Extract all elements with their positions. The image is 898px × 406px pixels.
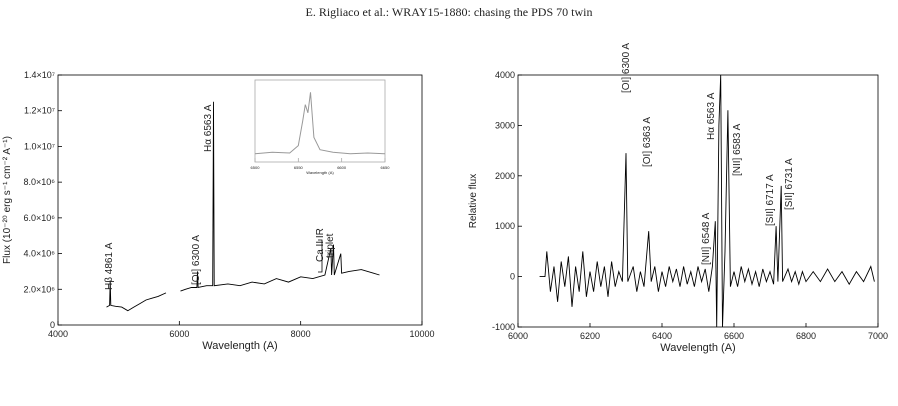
x-tick-label: 7000 [868,331,888,341]
line-annotation: Hα 6563 A [706,92,717,140]
x-tick-label: 6200 [580,331,600,341]
y-tick-label: 0 [50,320,55,330]
x-tick-label: 6400 [652,331,672,341]
line-annotation: [SII] 6717 A [765,174,776,226]
x-axis-label: Wavelength (A) [306,170,334,175]
line-annotation: [NII] 6583 A [732,123,743,176]
x-axis-label: Wavelength (A) [202,340,277,352]
plot-frame [517,74,879,328]
x-tick-label: 6000 [169,329,189,339]
y-tick-label: -1000 [492,322,515,332]
x-tick-label: 8000 [291,329,311,339]
line-annotation: [OI] 6300 A [621,43,632,93]
y-tick-label: 1.2×10⁷ [24,106,55,116]
line-annotation: Hβ 4861 A [104,242,115,290]
x-tick-label: 6650 [381,165,391,170]
triplet-bracket [318,239,323,273]
line-annotation: [NII] 6548 A [701,212,712,265]
header-title: E. Rigliaco et al.: WRAY15-1880: chasing… [306,5,593,19]
line-annotation: Hα 6563 A [203,104,214,152]
line-annotation: triplet [325,233,336,258]
x-tick-label: 4000 [48,329,68,339]
spectrum-line [106,101,380,312]
x-tick-label: 6600 [337,165,347,170]
y-tick-label: 1.4×10⁷ [24,70,55,80]
line-annotation: [OI] 6300 A [191,235,202,285]
x-tick-label: 6550 [294,165,304,170]
y-tick-label: 3000 [495,120,515,130]
x-tick-label: 6600 [724,331,744,341]
line-annotation: Ca II IR [315,228,326,262]
y-tick-label: 1000 [495,221,515,231]
x-tick-label: 6800 [796,331,816,341]
y-axis-label: Flux (10⁻²⁰ erg s⁻¹ cm⁻² A⁻¹) [2,136,13,264]
y-tick-label: 8.0×10⁶ [24,177,56,187]
y-tick-label: 6.0×10⁶ [24,213,56,223]
y-axis-label: Relative flux [468,174,479,228]
plot-frame [254,79,386,163]
x-tick-label: 10000 [409,329,434,339]
spectrum-line [255,92,385,155]
y-tick-label: 4.0×10⁶ [24,249,56,259]
y-tick-label: 2.0×10⁶ [24,284,56,294]
y-tick-label: 4000 [495,70,515,80]
x-tick-label: 6500 [251,165,261,170]
y-tick-label: 1.0×10⁷ [24,141,55,151]
line-annotation: [OI] 6363 A [642,117,653,167]
x-axis-label: Wavelength (A) [660,342,735,354]
x-tick-label: 6000 [508,331,528,341]
line-annotation: [SII] 6731 A [784,158,795,210]
spectrum-line [539,75,875,327]
y-tick-label: 0 [510,272,515,282]
y-tick-label: 2000 [495,171,515,181]
